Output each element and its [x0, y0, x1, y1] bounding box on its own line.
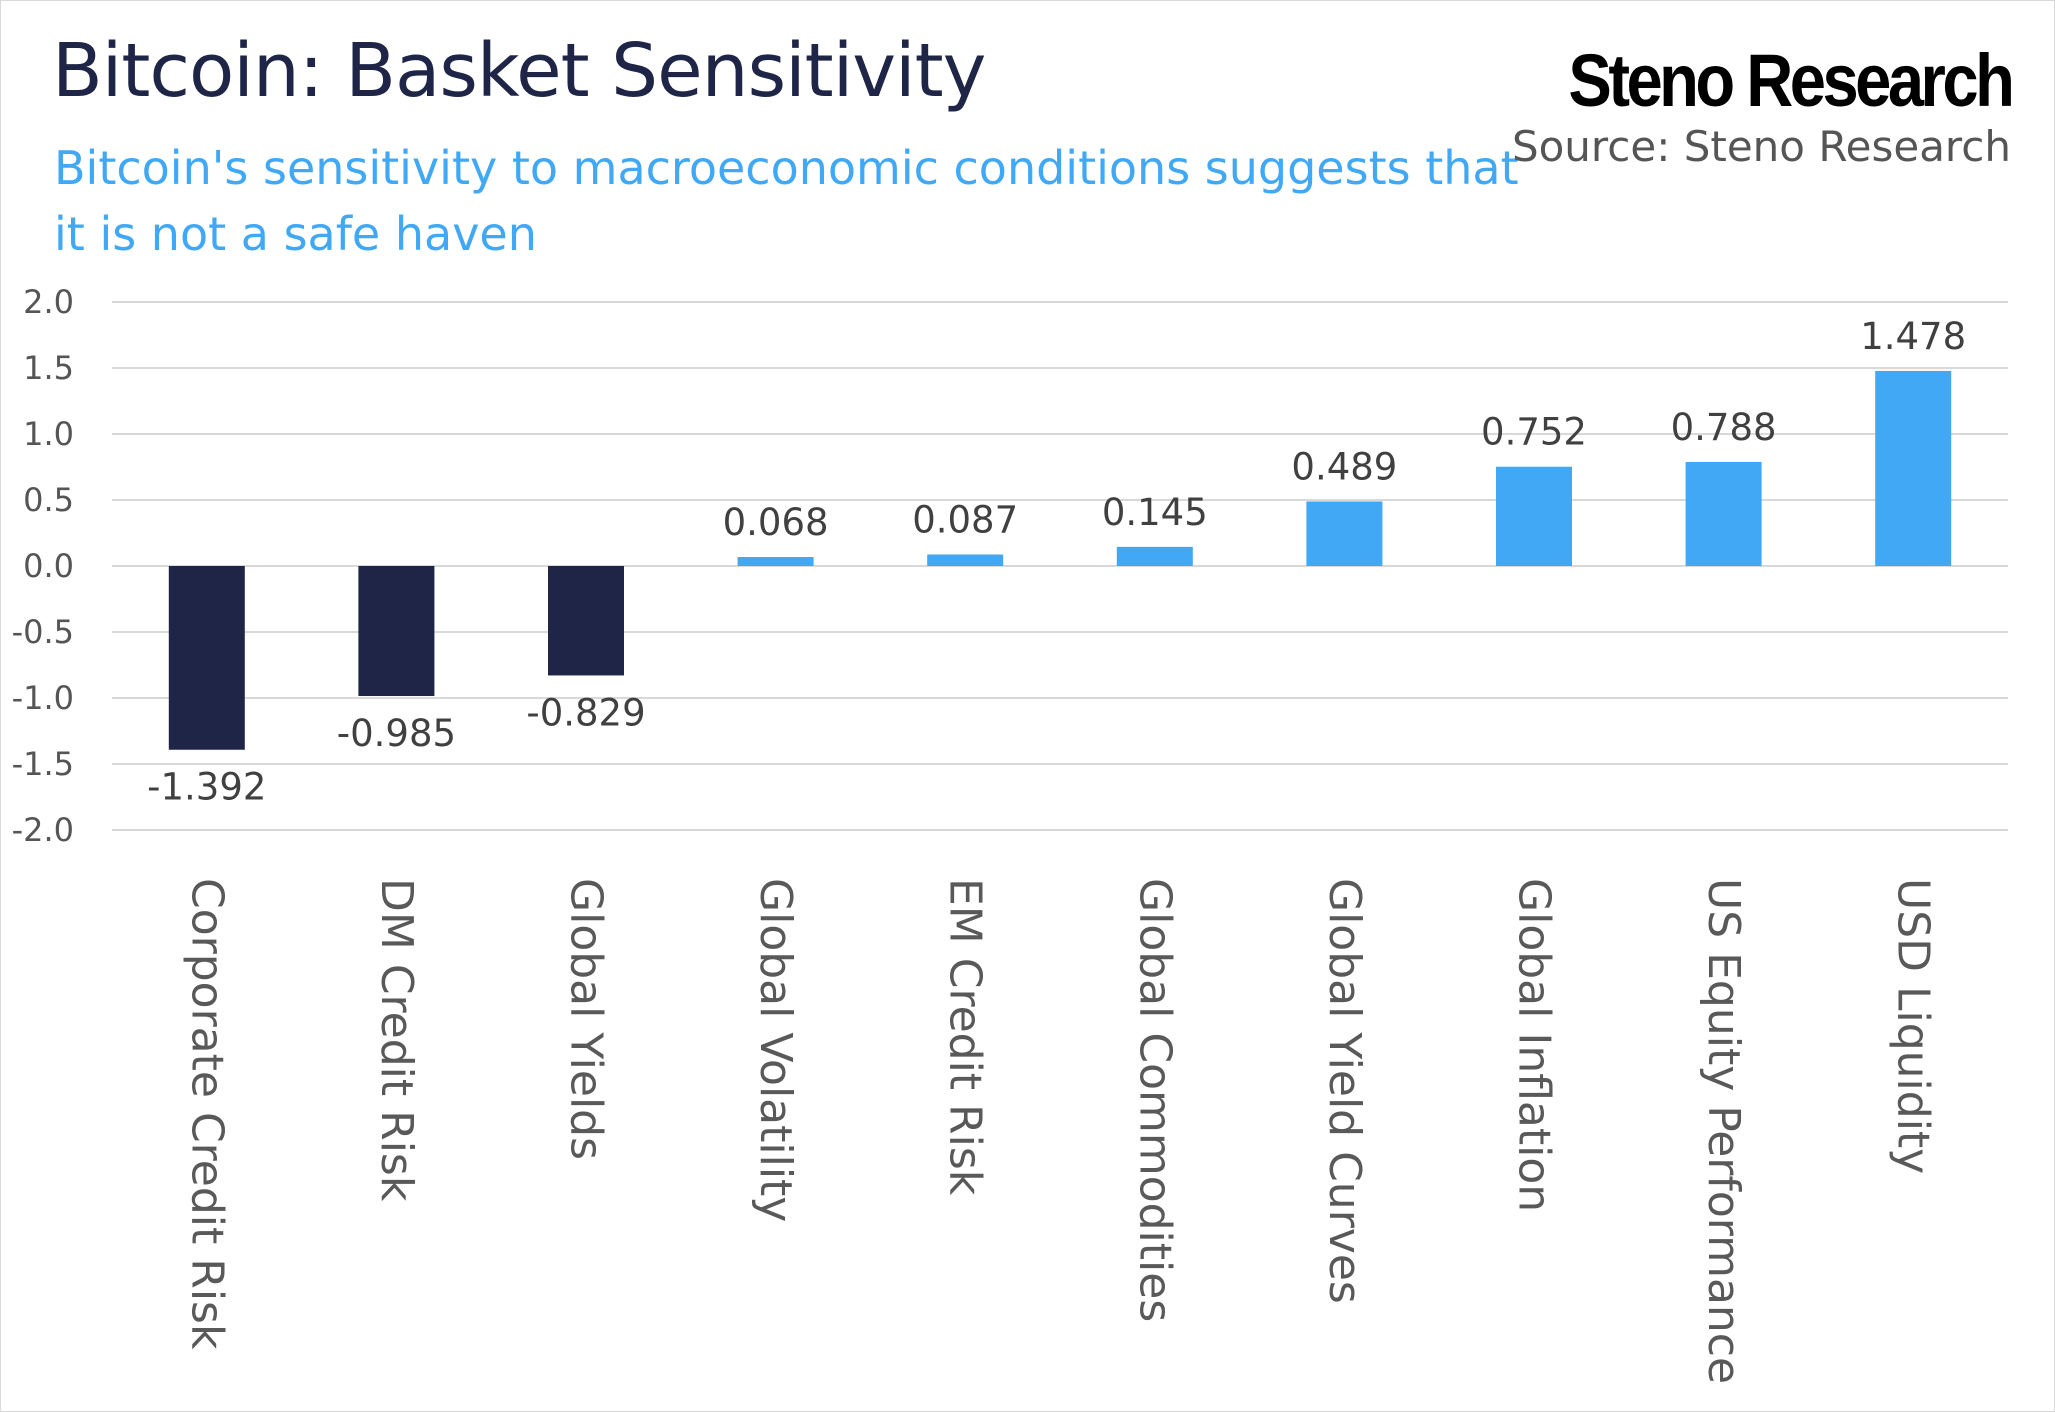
category-label: Corporate Credit Risk	[181, 878, 232, 1350]
y-tick-label: 2.0	[23, 283, 74, 321]
data-label: 1.478	[1860, 315, 1966, 358]
data-label: 0.087	[912, 499, 1018, 542]
category-label: Global Yields	[561, 878, 612, 1160]
y-tick-label: -1.5	[12, 745, 74, 783]
category-label: Global Yield Curves	[1319, 878, 1370, 1304]
bars	[168, 370, 1952, 750]
bar	[927, 554, 1004, 566]
data-label: 0.788	[1671, 406, 1777, 449]
data-labels: -1.392 -0.985 -0.829 0.068 0.087 0.145 0.489 0.…	[147, 315, 1966, 809]
bar	[1685, 461, 1762, 566]
chart-title: Bitcoin: Basket Sensitivity	[52, 28, 986, 114]
data-label: 0.145	[1102, 491, 1208, 534]
data-label: 0.752	[1481, 411, 1587, 454]
y-tick-label: -2.0	[12, 811, 74, 849]
bar	[1306, 501, 1383, 566]
brand-logo: Steno Research	[1568, 39, 2014, 122]
x-axis-categories: Corporate Credit Risk DM Credit Risk Globa…	[181, 878, 1938, 1384]
y-tick-label: 1.5	[23, 349, 74, 387]
data-label: -0.829	[526, 691, 645, 734]
y-axis-ticks: 2.0 1.5 1.0 0.5 0.0 -0.5 -1.0 -1.5 -2.0	[12, 283, 74, 849]
category-label: EM Credit Risk	[940, 878, 991, 1196]
data-label: 0.068	[723, 501, 829, 544]
source-note: Source: Steno Research	[1511, 122, 2011, 171]
bar	[1496, 466, 1572, 566]
y-tick-label: 0.5	[23, 481, 74, 519]
category-label: Global Inflation	[1509, 878, 1560, 1212]
bar	[1875, 370, 1952, 566]
category-label: Global Volatility	[750, 878, 801, 1222]
bar	[548, 566, 624, 676]
data-label: -1.392	[147, 766, 266, 809]
category-label: USD Liquidity	[1888, 878, 1939, 1174]
data-label: -0.985	[337, 712, 456, 755]
bar	[358, 566, 435, 697]
y-tick-label: -0.5	[12, 613, 74, 651]
y-tick-label: -1.0	[12, 679, 74, 717]
category-label: DM Credit Risk	[371, 878, 422, 1202]
bar	[737, 557, 814, 566]
bar	[1116, 546, 1193, 566]
data-label: 0.489	[1291, 445, 1397, 488]
bar	[168, 566, 245, 750]
category-label: US Equity Performance	[1698, 878, 1749, 1384]
y-tick-label: 1.0	[23, 415, 74, 453]
category-label: Global Commodities	[1129, 878, 1180, 1322]
y-tick-label: 0.0	[23, 547, 74, 585]
chart-subtitle: Bitcoin's sensitivity to macroeconomic c…	[54, 141, 1519, 261]
